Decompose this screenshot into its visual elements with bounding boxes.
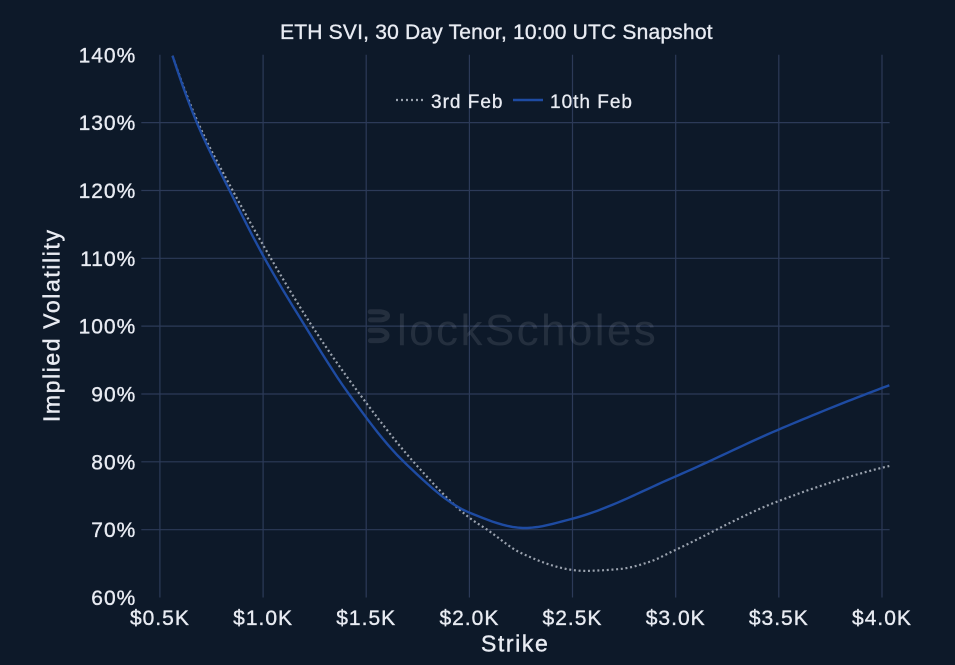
svg-text:Implied Volatility: Implied Volatility xyxy=(38,228,64,422)
svg-text:$2.5K: $2.5K xyxy=(543,607,603,630)
svg-text:140%: 140% xyxy=(79,44,137,67)
svg-text:$3.0K: $3.0K xyxy=(646,607,706,630)
svg-text:70%: 70% xyxy=(91,519,136,542)
svg-text:$1.5K: $1.5K xyxy=(336,607,396,630)
svg-text:60%: 60% xyxy=(91,587,136,610)
svg-text:3rd Feb: 3rd Feb xyxy=(431,92,503,113)
svg-text:Strike: Strike xyxy=(481,631,549,657)
svg-text:100%: 100% xyxy=(79,316,137,339)
svg-text:$3.5K: $3.5K xyxy=(749,607,809,630)
svg-text:110%: 110% xyxy=(80,248,136,271)
svg-text:$2.0K: $2.0K xyxy=(439,607,499,630)
svg-text:$0.5K: $0.5K xyxy=(130,607,190,630)
svg-text:$1.0K: $1.0K xyxy=(233,607,293,630)
svg-text:10th Feb: 10th Feb xyxy=(550,92,633,113)
svg-text:ETH SVI, 30 Day Tenor, 10:00 U: ETH SVI, 30 Day Tenor, 10:00 UTC Snapsho… xyxy=(280,21,713,44)
svg-text:120%: 120% xyxy=(79,180,137,203)
svg-text:80%: 80% xyxy=(91,451,136,474)
svg-text:130%: 130% xyxy=(79,112,137,135)
svg-text:lockScholes: lockScholes xyxy=(397,306,658,355)
svg-text:$4.0K: $4.0K xyxy=(852,607,912,630)
svg-text:90%: 90% xyxy=(91,384,136,407)
